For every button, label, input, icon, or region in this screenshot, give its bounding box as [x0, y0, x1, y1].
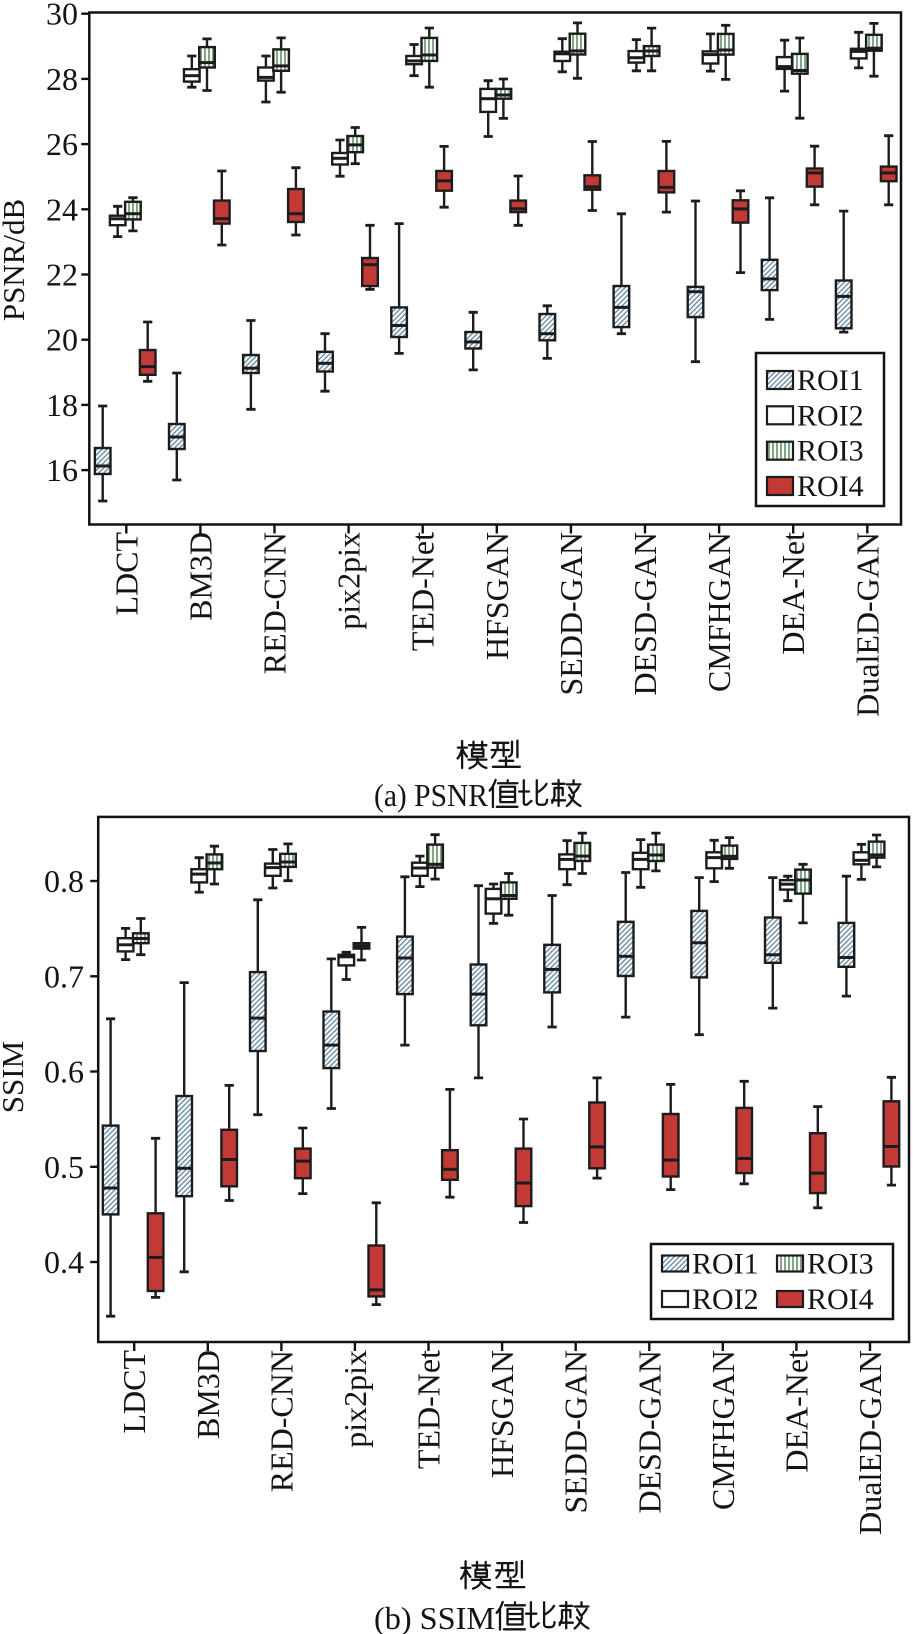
svg-text:0.6: 0.6: [44, 1054, 84, 1090]
svg-text:26: 26: [46, 126, 78, 162]
svg-text:24: 24: [46, 191, 78, 227]
svg-text:DESD-GAN: DESD-GAN: [631, 1350, 667, 1514]
svg-text:RED-CNN: RED-CNN: [257, 532, 293, 674]
svg-text:0.5: 0.5: [44, 1149, 84, 1185]
svg-text:BM3D: BM3D: [190, 1350, 226, 1439]
svg-text:DualED-GAN: DualED-GAN: [849, 532, 885, 717]
svg-text:ROI1: ROI1: [692, 1248, 759, 1281]
svg-text:DualED-GAN: DualED-GAN: [852, 1350, 888, 1535]
svg-text:TED-Net: TED-Net: [405, 532, 441, 651]
svg-text:18: 18: [46, 387, 78, 423]
svg-text:PSNR/dB: PSNR/dB: [0, 199, 31, 321]
svg-text:SEDD-GAN: SEDD-GAN: [558, 1350, 594, 1514]
svg-text:0.7: 0.7: [44, 958, 84, 994]
svg-text:HFSGAN: HFSGAN: [479, 532, 515, 660]
svg-text:ROI1: ROI1: [797, 364, 864, 397]
svg-text:ROI4: ROI4: [797, 470, 864, 503]
svg-text:16: 16: [46, 452, 78, 488]
svg-text:ROI2: ROI2: [692, 1283, 759, 1316]
svg-text:DEA-Net: DEA-Net: [778, 1350, 814, 1473]
svg-text:28: 28: [46, 61, 78, 97]
svg-text:ROI3: ROI3: [797, 435, 864, 468]
svg-text:20: 20: [46, 322, 78, 358]
svg-text:RED-CNN: RED-CNN: [263, 1350, 299, 1492]
svg-text:CMFHGAN: CMFHGAN: [705, 1350, 741, 1510]
svg-text:ROI2: ROI2: [797, 399, 864, 432]
svg-text:pix2pix: pix2pix: [337, 1350, 373, 1448]
svg-text:pix2pix: pix2pix: [331, 532, 367, 630]
svg-text:SSIM: SSIM: [0, 1041, 30, 1113]
svg-text:ROI4: ROI4: [807, 1283, 874, 1316]
svg-text:HFSGAN: HFSGAN: [484, 1350, 520, 1478]
svg-text:CMFHGAN: CMFHGAN: [701, 532, 737, 692]
svg-text:0.4: 0.4: [44, 1244, 84, 1280]
svg-text:22: 22: [46, 257, 78, 293]
svg-text:DESD-GAN: DESD-GAN: [627, 532, 663, 696]
svg-text:30: 30: [46, 0, 78, 32]
svg-text:LDCT: LDCT: [108, 532, 144, 616]
svg-text:BM3D: BM3D: [182, 532, 218, 621]
svg-text:DEA-Net: DEA-Net: [775, 532, 811, 655]
svg-text:SEDD-GAN: SEDD-GAN: [553, 532, 589, 696]
svg-text:(b) SSIM: (b) SSIM: [374, 1601, 495, 1634]
svg-text:0.8: 0.8: [44, 863, 84, 899]
svg-text:LDCT: LDCT: [116, 1350, 152, 1434]
svg-text:ROI3: ROI3: [807, 1248, 874, 1281]
svg-text:TED-Net: TED-Net: [411, 1350, 447, 1469]
svg-text:(a) PSNR: (a) PSNR: [374, 778, 488, 813]
